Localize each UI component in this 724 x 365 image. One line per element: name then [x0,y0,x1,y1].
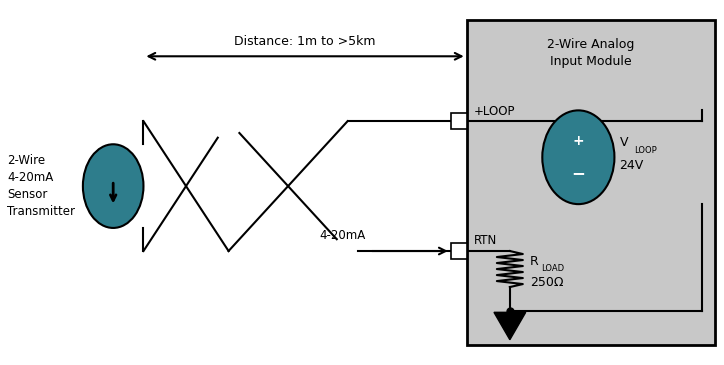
Ellipse shape [83,144,143,228]
Bar [451,243,466,259]
Text: −: − [571,164,585,182]
Ellipse shape [542,110,615,204]
Text: RTN: RTN [473,234,497,247]
Text: R: R [530,255,539,268]
Text: Distance: 1m to >5km: Distance: 1m to >5km [235,35,376,47]
Polygon shape [494,312,526,340]
Bar [466,20,715,345]
Text: 250Ω: 250Ω [530,276,563,288]
Text: 2-Wire
4-20mA
Sensor
Transmitter: 2-Wire 4-20mA Sensor Transmitter [7,154,75,218]
Text: 4-20mA: 4-20mA [319,229,366,242]
Text: LOOP: LOOP [634,146,657,154]
Text: +LOOP: +LOOP [473,105,515,118]
Bar [451,113,466,129]
Text: 24V: 24V [620,160,644,172]
Text: LOAD: LOAD [542,264,565,273]
Text: V: V [620,137,628,149]
Text: 2-Wire Analog
Input Module: 2-Wire Analog Input Module [547,38,635,68]
Text: +: + [573,134,584,149]
